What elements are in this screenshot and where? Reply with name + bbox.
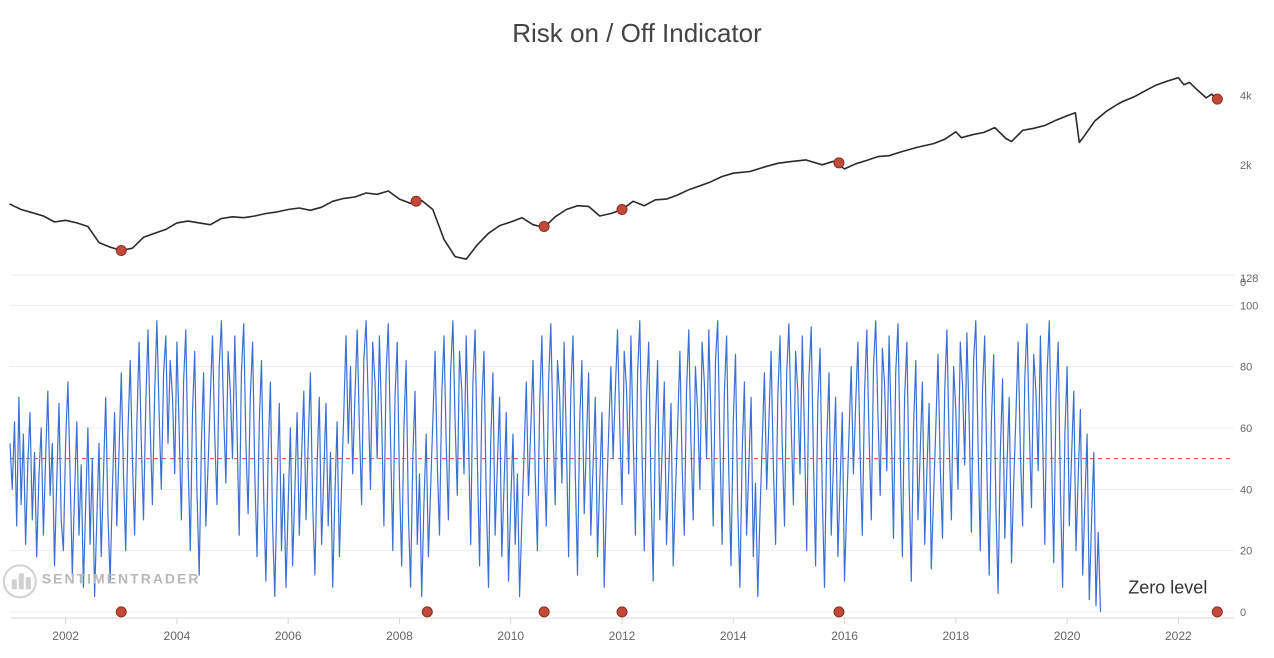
signal-marker-bottom — [617, 607, 627, 617]
x-tick-label: 2016 — [831, 629, 858, 643]
watermark-icon — [26, 577, 31, 589]
y-tick-label: 80 — [1240, 362, 1252, 374]
indicator-line — [10, 321, 1101, 612]
signal-marker-bottom — [539, 607, 549, 617]
x-tick-label: 2020 — [1054, 629, 1081, 643]
watermark-icon — [12, 579, 17, 589]
y-tick-label: 2k — [1240, 160, 1252, 172]
x-tick-label: 2022 — [1165, 629, 1192, 643]
chart-title: Risk on / Off Indicator — [0, 18, 1274, 49]
signal-marker-top — [539, 222, 549, 232]
y-tick-label: 60 — [1240, 423, 1252, 435]
x-tick-label: 2002 — [52, 629, 79, 643]
zero-level-label: Zero level — [1128, 577, 1207, 597]
signal-marker-bottom — [422, 607, 432, 617]
y-tick-label: 0 — [1240, 277, 1246, 289]
signal-marker-top — [617, 205, 627, 215]
price-line — [10, 78, 1217, 260]
signal-marker-top — [834, 158, 844, 168]
x-tick-label: 2006 — [275, 629, 302, 643]
signal-marker-bottom — [1212, 607, 1222, 617]
x-tick-label: 2004 — [164, 629, 191, 643]
x-tick-label: 2010 — [497, 629, 524, 643]
y-tick-label: 40 — [1240, 484, 1252, 496]
signal-marker-bottom — [834, 607, 844, 617]
y-tick-label: 20 — [1240, 546, 1252, 558]
signal-marker-top — [116, 246, 126, 256]
x-tick-label: 2008 — [386, 629, 413, 643]
signal-marker-top — [1212, 94, 1222, 104]
y-tick-label: 4k — [1240, 90, 1252, 102]
chart-area: 0204060801001282k4k020022004200620082010… — [10, 60, 1234, 618]
watermark-icon — [19, 573, 24, 589]
x-tick-label: 2012 — [609, 629, 636, 643]
y-tick-label: 100 — [1240, 300, 1258, 312]
signal-marker-bottom — [116, 607, 126, 617]
chart-svg: 0204060801001282k4k020022004200620082010… — [10, 60, 1234, 618]
x-tick-label: 2018 — [942, 629, 969, 643]
y-tick-label: 0 — [1240, 607, 1246, 619]
signal-marker-top — [411, 196, 421, 206]
x-tick-label: 2014 — [720, 629, 747, 643]
watermark-text: SENTIMENTRADER — [42, 570, 201, 586]
